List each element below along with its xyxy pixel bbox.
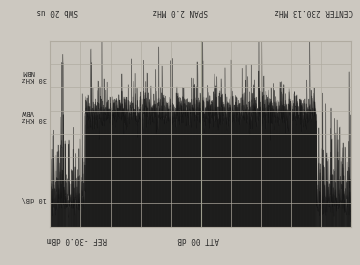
Text: 30 KHz
VBW: 30 KHz VBW <box>21 109 47 122</box>
Text: ATT 00 dB: ATT 00 dB <box>177 235 219 244</box>
Text: SPAN 2.0 MHz: SPAN 2.0 MHz <box>152 7 208 16</box>
Text: 30 KHz
NBM: 30 KHz NBM <box>21 69 47 82</box>
Text: 10 dB\: 10 dB\ <box>21 196 47 202</box>
Text: CENTER 230.13 MHz: CENTER 230.13 MHz <box>274 7 353 16</box>
Text: REF -30.0 dBm: REF -30.0 dBm <box>47 235 107 244</box>
Text: SWb 20 us: SWb 20 us <box>36 7 78 16</box>
